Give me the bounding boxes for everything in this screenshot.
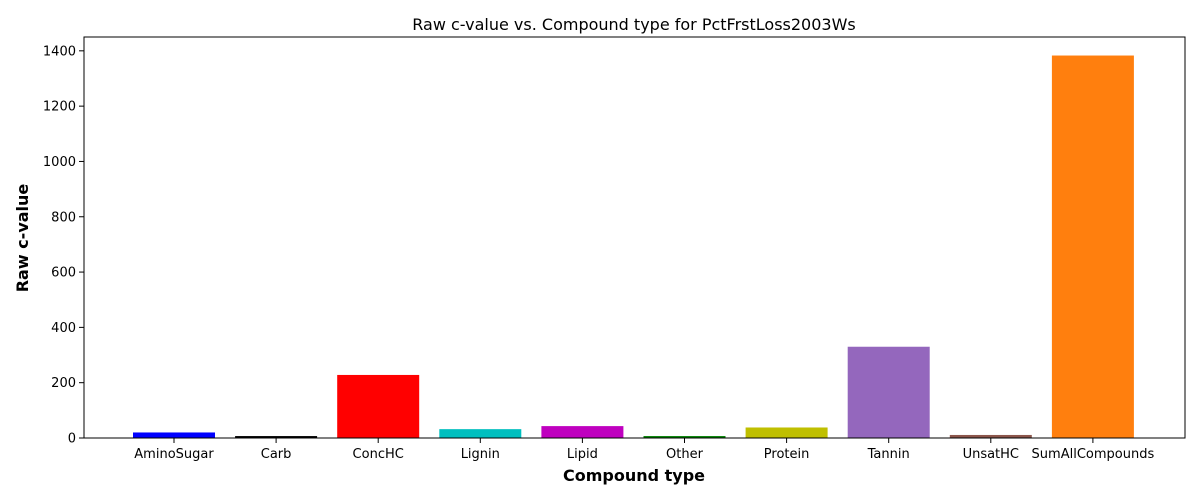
x-axis: AminoSugar Carb ConcHC Lignin Lipid Other Prot… [134,438,1154,462]
bar-lignin [439,429,522,438]
plot-frame [83,36,1186,439]
bar-tannin [847,346,930,438]
bars-group [133,55,1134,439]
y-tick-label: 400 [51,321,76,336]
y-tick-label: 600 [51,266,76,281]
bar-aminosugar [133,432,215,438]
y-axis: 0 200 400 600 800 1000 1200 1400 [43,44,84,447]
y-tick-label: 1400 [43,44,76,59]
y-tick-label: 1000 [43,155,76,170]
y-axis-title: Raw c-value [13,184,32,293]
bar-carb [235,436,318,438]
y-tick-label: 0 [68,432,76,447]
x-tick-label-unsathc: UnsatHC [963,447,1019,462]
y-tick-label: 800 [51,210,76,225]
x-tick-label-lignin: Lignin [461,447,500,462]
x-tick-label-sumallcompounds: SumAllCompounds [1032,447,1155,462]
x-axis-title: Compound type [563,466,705,485]
bar-unsathc [949,434,1032,438]
x-tick-label-aminosugar: AminoSugar [134,447,214,462]
x-tick-label-tannin: Tannin [867,447,910,462]
bar-lipid [541,426,624,438]
x-tick-label-lipid: Lipid [567,447,598,462]
bar-protein [745,427,828,438]
chart-title: Raw c-value vs. Compound type for PctFrs… [412,15,856,34]
x-tick-label-conchc: ConcHC [353,447,404,462]
x-tick-label-other: Other [666,447,704,462]
y-tick-label: 1200 [43,100,76,115]
bar-other [643,436,726,438]
x-tick-label-protein: Protein [764,447,810,462]
bar-sumallcompounds [1051,55,1134,439]
x-tick-label-carb: Carb [261,447,292,462]
bar-conchc [337,374,420,438]
y-tick-label: 200 [51,376,76,391]
